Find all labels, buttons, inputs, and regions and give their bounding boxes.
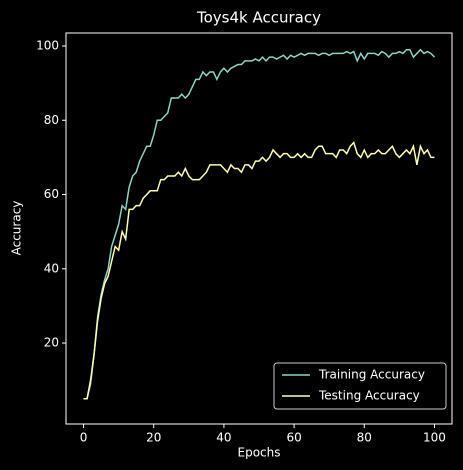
x-tick-label: 60 [286,431,301,445]
data-line [83,48,436,400]
plot-frame [65,32,453,425]
y-tick-label: 40 [44,261,59,275]
x-tick-label: 40 [216,431,231,445]
y-tick-label: 80 [44,113,59,127]
x-tick-label: 100 [423,431,446,445]
y-tick-label: 60 [44,187,59,201]
x-tick-label: 20 [146,431,161,445]
legend-label: Training Accuracy [318,368,425,382]
x-tick-label: 80 [357,431,372,445]
legend-label: Testing Accuracy [318,389,420,403]
legend-box [273,362,447,410]
data-line [83,141,435,400]
chart-title: Toys4k Accuracy [196,9,321,27]
y-tick-label: 100 [36,38,59,52]
y-tick-label: 20 [44,336,59,350]
x-axis-label: Epochs [238,446,281,460]
y-axis-label: Accuracy [10,201,24,256]
x-tick-label: 0 [80,431,88,445]
